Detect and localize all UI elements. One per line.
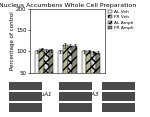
Bar — [58, 51, 63, 94]
Bar — [91, 52, 96, 94]
Bar — [82, 51, 86, 94]
Bar — [63, 45, 68, 94]
Bar — [9, 82, 42, 90]
Bar — [9, 90, 42, 92]
Bar — [9, 92, 42, 101]
Bar — [49, 50, 53, 94]
Legend: AL Veh, FR Veh, AL Amph, FR Amph: AL Veh, FR Veh, AL Amph, FR Amph — [106, 9, 134, 31]
Bar — [68, 46, 72, 94]
Bar — [102, 103, 135, 112]
Bar — [58, 79, 92, 82]
Bar — [58, 103, 92, 112]
Bar — [9, 79, 42, 82]
Title: Nucleus Accumbens Whole Cell Preparation: Nucleus Accumbens Whole Cell Preparation — [0, 3, 136, 8]
Y-axis label: Percentage of control: Percentage of control — [10, 12, 15, 70]
Bar — [39, 49, 44, 94]
Bar — [96, 53, 100, 94]
Bar — [102, 90, 135, 92]
Bar — [58, 92, 92, 101]
Bar — [86, 51, 91, 94]
Bar — [102, 92, 135, 101]
Bar — [58, 82, 92, 90]
Bar — [102, 82, 135, 90]
Bar — [58, 90, 92, 92]
Bar — [35, 51, 39, 94]
Bar — [102, 79, 135, 82]
Bar — [44, 50, 49, 94]
Bar — [9, 103, 42, 112]
Bar — [72, 46, 77, 94]
